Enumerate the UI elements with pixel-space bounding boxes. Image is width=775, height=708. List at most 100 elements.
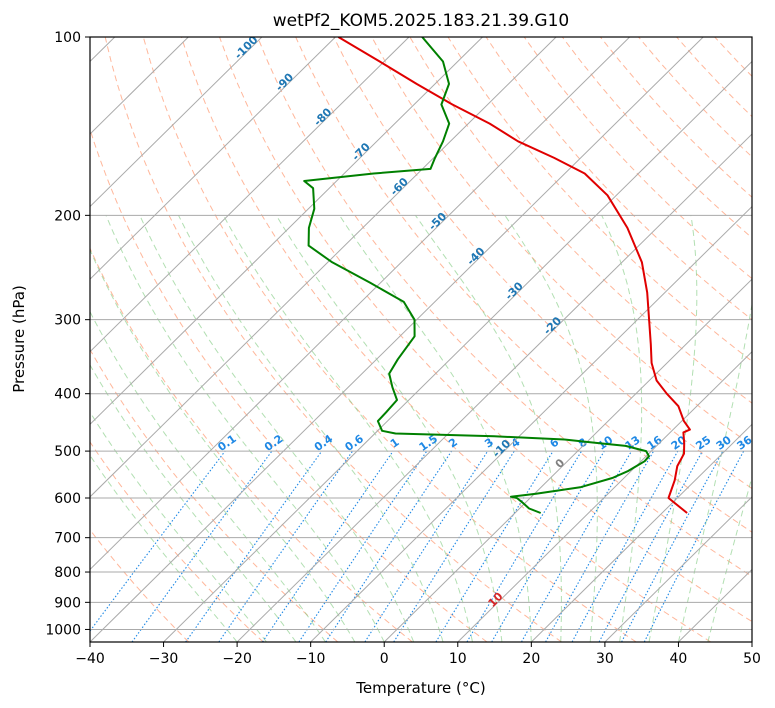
chart-title: wetPf2_KOM5.2025.183.21.39.G10 bbox=[273, 11, 569, 31]
x-tick-label: 50 bbox=[743, 651, 761, 667]
moist-adiabat bbox=[601, 215, 643, 642]
dry-adiabat bbox=[295, 37, 752, 533]
dry-adiabat bbox=[753, 37, 775, 642]
y-tick-label: 1000 bbox=[45, 622, 81, 638]
isotherm-label: -40 bbox=[464, 244, 487, 267]
mixing-ratio-label: 16 bbox=[645, 433, 665, 453]
mixing-ratio-line bbox=[298, 450, 428, 642]
isotherm bbox=[90, 37, 631, 571]
isotherm bbox=[530, 423, 752, 642]
x-tick-label: 30 bbox=[596, 651, 614, 667]
mixing-ratio-line bbox=[545, 450, 655, 642]
mixing-ratio-label: 30 bbox=[714, 433, 734, 453]
isotherm bbox=[383, 278, 752, 642]
dewpoint-profile bbox=[303, 37, 650, 514]
moist-adiabat bbox=[90, 411, 267, 642]
moist-adiabat bbox=[414, 215, 562, 642]
mixing-ratio-line bbox=[393, 450, 515, 642]
dry-adiabat bbox=[142, 37, 637, 642]
isotherm-label: -60 bbox=[388, 175, 411, 198]
isotherm bbox=[751, 641, 752, 642]
y-tick-label: 200 bbox=[54, 208, 81, 224]
isotherm bbox=[90, 37, 263, 208]
y-tick-label: 300 bbox=[54, 313, 81, 329]
isotherm-label: 10 bbox=[486, 590, 506, 610]
y-tick-label: 100 bbox=[54, 30, 81, 46]
isotherm-label: 30 bbox=[537, 684, 557, 704]
y-tick-label: 600 bbox=[54, 491, 81, 507]
mixing-ratio-label: 36 bbox=[734, 433, 754, 453]
moist-adiabat bbox=[275, 215, 503, 642]
x-axis: −40 −30 −20 −10 0 10 20 30 40 50 bbox=[75, 642, 761, 667]
moist-adiabat bbox=[178, 215, 444, 642]
moist-adiabat bbox=[90, 310, 326, 642]
mixing-ratio-label: 2 bbox=[446, 436, 460, 451]
dry-adiabat bbox=[104, 37, 562, 642]
isotherm bbox=[90, 37, 704, 642]
y-tick-label: 500 bbox=[54, 444, 81, 460]
y-tick-label: 800 bbox=[54, 565, 81, 581]
isotherm bbox=[90, 37, 483, 425]
isotherm-label: -70 bbox=[350, 140, 373, 163]
dry-adiabat bbox=[371, 37, 752, 447]
moist-adiabat bbox=[90, 454, 238, 642]
mixing-ratio-line bbox=[598, 450, 703, 642]
dry-adiabat bbox=[600, 37, 752, 198]
dry-adiabat bbox=[90, 247, 413, 642]
y-axis-title: Pressure (hPa) bbox=[10, 285, 28, 393]
mixing-ratio-label: 25 bbox=[693, 433, 713, 452]
dry-adiabat bbox=[90, 528, 190, 642]
dry-adiabat bbox=[485, 37, 752, 321]
moist-adiabat bbox=[222, 215, 473, 642]
y-tick-label: 900 bbox=[54, 595, 81, 611]
moist-adiabat bbox=[504, 215, 598, 642]
dry-adiabat bbox=[333, 37, 752, 490]
y-axis: 100 200 300 400 500 600 700 800 900 1000 bbox=[45, 30, 90, 638]
dry-adiabat bbox=[257, 37, 752, 578]
dry-adiabat bbox=[90, 127, 488, 642]
x-tick-label: 10 bbox=[449, 651, 467, 667]
moist-adiabat bbox=[105, 215, 385, 642]
isotherm bbox=[90, 37, 336, 280]
mixing-ratio-line bbox=[262, 450, 394, 642]
dry-adiabat bbox=[180, 37, 712, 642]
moist-adiabat bbox=[648, 215, 698, 642]
dry-adiabat bbox=[638, 37, 752, 158]
x-tick-label: 20 bbox=[522, 651, 540, 667]
dry-adiabat bbox=[219, 37, 752, 623]
dry-adiabat bbox=[447, 37, 752, 362]
plot-frame bbox=[89, 36, 753, 643]
y-tick-label: 700 bbox=[54, 531, 81, 547]
moist-adiabat bbox=[90, 363, 297, 642]
mixing-ratio-line bbox=[621, 450, 724, 642]
x-tick-label: −30 bbox=[149, 651, 179, 667]
mixing-ratio-line bbox=[218, 450, 354, 642]
y-tick-label: 400 bbox=[54, 387, 81, 403]
mixing-ratio-line bbox=[185, 450, 323, 642]
moist-adiabat bbox=[677, 301, 752, 642]
dry-adiabat bbox=[90, 348, 339, 642]
x-tick-label: −10 bbox=[296, 651, 326, 667]
isotherm bbox=[90, 37, 557, 498]
moist-adiabat bbox=[90, 248, 356, 642]
moist-adiabat bbox=[139, 215, 415, 642]
moist-adiabat bbox=[339, 215, 532, 642]
x-tick-label: −40 bbox=[75, 651, 105, 667]
plot-area: 0.1 0.2 0.4 0.6 1 1.5 2 3 4 6 8 10 13 16 20 25 30 36-100-… bbox=[90, 37, 775, 704]
mixing-ratio-line bbox=[325, 450, 453, 642]
isotherm-label: -90 bbox=[273, 70, 296, 93]
isotherm bbox=[457, 351, 752, 642]
isotherm bbox=[604, 496, 752, 642]
x-tick-label: 40 bbox=[670, 651, 688, 667]
isotherm bbox=[90, 37, 410, 353]
mixing-ratio-line bbox=[571, 450, 679, 642]
mixing-ratio-line bbox=[364, 450, 489, 642]
x-tick-label: −20 bbox=[222, 651, 252, 667]
mixing-ratio-line bbox=[643, 450, 745, 642]
isotherm-label: -30 bbox=[503, 279, 526, 302]
x-tick-label: 0 bbox=[380, 651, 389, 667]
dry-adiabat bbox=[90, 441, 264, 642]
mixing-ratio-label: 20 bbox=[669, 433, 689, 453]
isotherm bbox=[310, 205, 752, 642]
